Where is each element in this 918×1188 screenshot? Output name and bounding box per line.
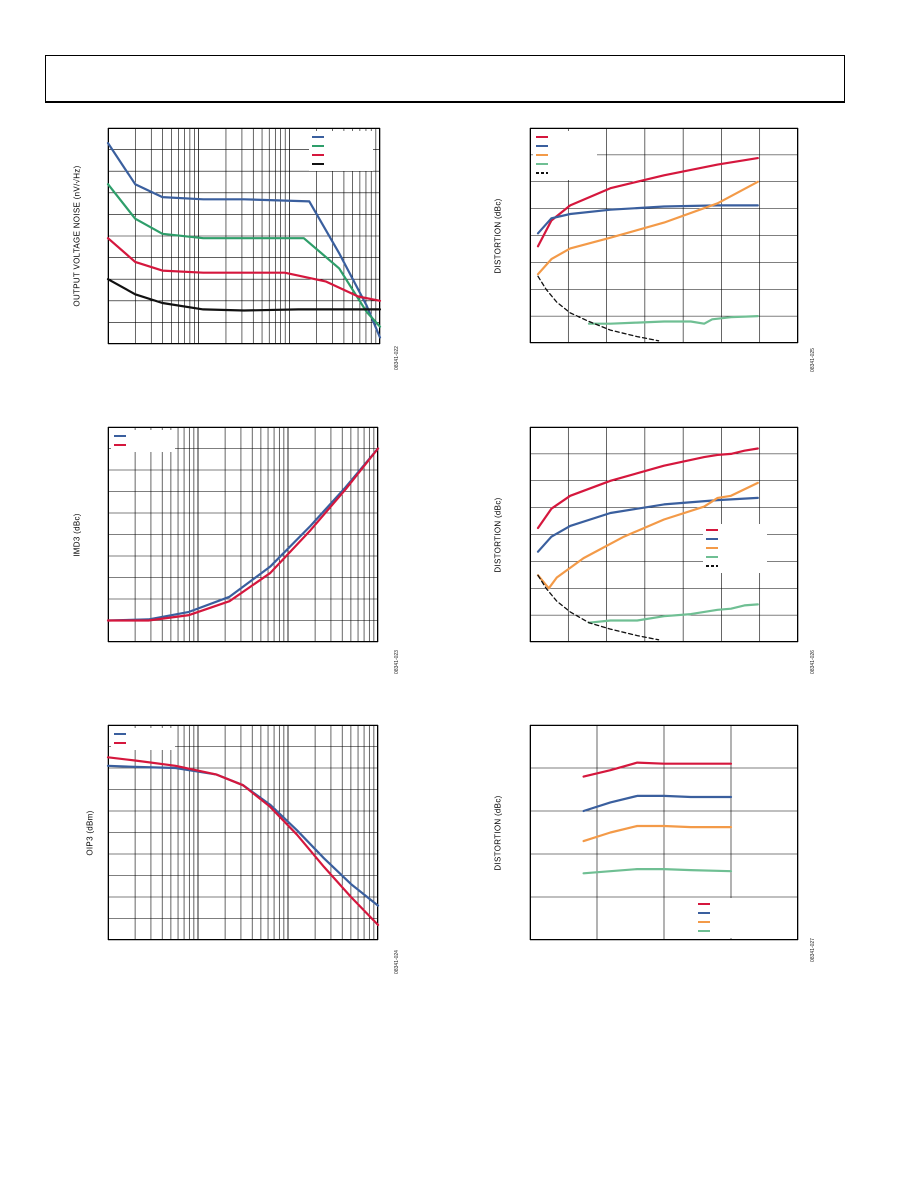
- series-line-4: [582, 868, 733, 875]
- plot-frame: [108, 427, 378, 642]
- series-line-4: [587, 603, 759, 624]
- series-line-1: [582, 761, 733, 778]
- legend: [533, 131, 597, 180]
- series-line-5: [537, 574, 660, 641]
- y-axis-label: DISTORTION (dBc): [493, 497, 503, 573]
- series-line-2: [106, 756, 380, 926]
- series-line-3: [536, 180, 759, 276]
- chart-oip3: [106, 724, 380, 941]
- figure-id: 08341-027: [810, 938, 816, 962]
- series-line-4: [587, 315, 759, 325]
- legend: [703, 524, 767, 573]
- y-axis-label: OUTPUT VOLTAGE NOISE (nV/√Hz): [72, 165, 82, 307]
- plot-frame: [530, 128, 798, 343]
- y-axis-label: OIP3 (dBm): [85, 810, 95, 856]
- series-line-2: [536, 496, 759, 553]
- plot-frame: [108, 128, 380, 344]
- chart-distortion-2: [529, 426, 799, 643]
- series-line-1: [536, 157, 759, 248]
- legend: [111, 430, 175, 452]
- legend-background: [111, 728, 175, 750]
- figure-id: 08341-023: [394, 650, 400, 674]
- figure-id: 08341-022: [394, 346, 400, 370]
- grid: [107, 426, 379, 643]
- y-axis-label: DISTORTION (dBc): [493, 198, 503, 274]
- series-line-2: [106, 447, 380, 622]
- legend: [309, 131, 373, 171]
- legend-background: [111, 430, 175, 452]
- series-line-1: [106, 447, 380, 622]
- figure-id: 08341-025: [810, 348, 816, 372]
- series-line-4: [106, 278, 382, 312]
- series-line-1: [106, 142, 382, 339]
- chart-output-voltage-noise: [106, 127, 382, 345]
- figure-id: 08341-024: [394, 950, 400, 974]
- series-line-2: [536, 204, 759, 235]
- chart-distortion-3: [529, 724, 799, 941]
- series-line-3: [582, 824, 733, 843]
- plot-frame: [530, 427, 798, 642]
- grid: [107, 127, 381, 345]
- series-line-3: [536, 481, 759, 590]
- y-axis-label: DISTORTION (dBc): [493, 795, 503, 871]
- plot-frame: [108, 725, 378, 940]
- page-header-box: [45, 55, 845, 103]
- chart-imd3: [106, 426, 380, 643]
- chart-distortion-1: [529, 127, 799, 344]
- figure-id: 08341-026: [810, 650, 816, 674]
- plot-frame: [530, 725, 798, 940]
- y-axis-label: IMD3 (dBc): [72, 513, 82, 557]
- legend: [695, 898, 759, 938]
- series-line-1: [536, 447, 759, 530]
- legend: [111, 728, 175, 750]
- grid: [107, 724, 379, 941]
- series-line-2: [582, 794, 733, 813]
- series-line-3: [106, 237, 382, 302]
- series-line-5: [537, 275, 660, 342]
- series-line-1: [106, 764, 380, 907]
